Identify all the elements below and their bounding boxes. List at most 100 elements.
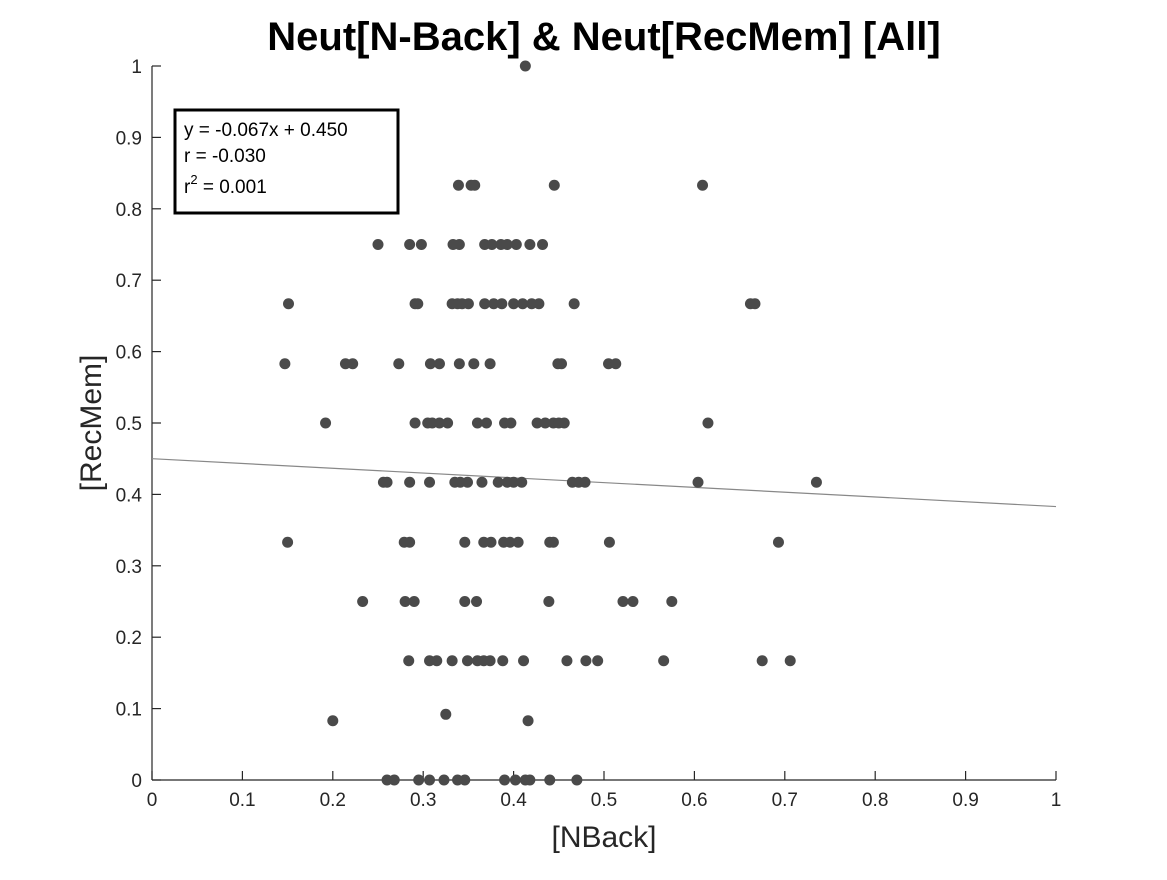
data-point xyxy=(485,536,497,548)
data-point xyxy=(459,596,471,607)
data-point xyxy=(440,708,452,720)
y-tick-label: 0.5 xyxy=(116,414,142,435)
data-point xyxy=(509,774,521,786)
x-tick-label: 0.7 xyxy=(772,790,798,811)
data-point xyxy=(484,358,496,370)
data-point xyxy=(415,239,427,250)
correlation-r: r = -0.030 xyxy=(184,146,266,167)
x-tick-label: 0.8 xyxy=(862,790,888,811)
data-point xyxy=(433,417,445,429)
data-point xyxy=(504,536,516,548)
chart-title: Neut[N-Back] & Neut[RecMem] [All] xyxy=(267,15,940,59)
data-point xyxy=(592,655,604,667)
data-point xyxy=(692,476,704,488)
data-point xyxy=(510,239,522,250)
data-point xyxy=(461,476,473,488)
data-point xyxy=(327,715,339,727)
data-point xyxy=(610,358,622,370)
data-point xyxy=(617,596,629,607)
data-point xyxy=(524,239,536,250)
y-tick-label: 1 xyxy=(131,57,142,78)
regression-line xyxy=(151,458,1057,508)
data-point xyxy=(537,239,549,250)
r-squared-symbol: r xyxy=(184,177,191,198)
data-point xyxy=(488,298,500,310)
data-point xyxy=(476,476,488,488)
data-point xyxy=(469,179,481,191)
data-point xyxy=(517,298,529,310)
data-point xyxy=(479,298,491,310)
data-point xyxy=(424,476,436,488)
data-point xyxy=(408,596,420,607)
x-tick-label: 0.9 xyxy=(952,790,978,811)
data-point xyxy=(347,358,359,370)
data-point xyxy=(497,655,509,667)
data-point xyxy=(496,298,508,310)
data-point xyxy=(756,655,768,667)
data-point xyxy=(446,655,458,667)
data-point xyxy=(561,655,573,667)
data-point xyxy=(438,774,450,786)
data-point xyxy=(522,715,534,727)
x-tick-label: 0 xyxy=(147,790,158,811)
data-point xyxy=(749,298,761,310)
data-point xyxy=(471,596,483,607)
data-point xyxy=(412,298,424,310)
data-point xyxy=(453,358,465,370)
data-point xyxy=(508,476,520,488)
data-point xyxy=(357,596,369,607)
x-axis-ticks: 0 0.1 0.2 0.3 0.4 0.5 0.6 0.7 0.8 0.9 1 xyxy=(147,771,1061,811)
data-point xyxy=(544,774,556,786)
data-point xyxy=(480,417,492,429)
data-points xyxy=(279,60,822,786)
data-point xyxy=(539,417,551,429)
data-point xyxy=(556,358,568,370)
data-point xyxy=(666,596,678,607)
y-axis-label: [RecMem] xyxy=(75,355,108,492)
data-point xyxy=(533,298,545,310)
data-point xyxy=(424,774,436,786)
data-point xyxy=(404,476,416,488)
x-tick-label: 0.2 xyxy=(320,790,346,811)
data-point xyxy=(784,655,796,667)
data-point xyxy=(524,774,536,786)
y-axis-ticks: 0 0.1 0.2 0.3 0.4 0.5 0.6 0.7 0.8 0.9 1 xyxy=(116,57,161,792)
data-point xyxy=(499,774,511,786)
data-point xyxy=(508,298,520,310)
r-squared-value: = 0.001 xyxy=(198,177,267,198)
x-tick-label: 0.3 xyxy=(410,790,436,811)
data-point xyxy=(424,358,436,370)
y-tick-label: 0.8 xyxy=(116,200,142,221)
data-point xyxy=(453,239,465,250)
data-point xyxy=(543,596,555,607)
data-point xyxy=(658,655,670,667)
data-point xyxy=(381,476,393,488)
data-point xyxy=(468,358,480,370)
y-tick-label: 0.1 xyxy=(116,700,142,721)
y-tick-label: 0.6 xyxy=(116,343,142,364)
data-point xyxy=(452,179,464,191)
data-point xyxy=(393,358,405,370)
data-point xyxy=(627,596,639,607)
data-point xyxy=(442,417,454,429)
data-point xyxy=(409,417,421,429)
data-point xyxy=(413,774,425,786)
y-tick-label: 0.7 xyxy=(116,271,142,292)
x-tick-label: 0.4 xyxy=(500,790,527,811)
data-point xyxy=(519,60,531,72)
data-point xyxy=(461,655,473,667)
data-point xyxy=(512,536,524,548)
regression-equation: y = -0.067x + 0.450 xyxy=(184,120,348,141)
y-tick-label: 0.4 xyxy=(116,485,143,506)
data-point xyxy=(404,239,416,250)
data-point xyxy=(518,655,530,667)
data-point xyxy=(547,536,559,548)
data-point xyxy=(579,476,591,488)
data-point xyxy=(558,417,570,429)
data-point xyxy=(399,596,411,607)
data-point xyxy=(372,239,384,250)
y-tick-label: 0.9 xyxy=(116,128,142,149)
data-point xyxy=(772,536,784,548)
data-point xyxy=(501,239,513,250)
